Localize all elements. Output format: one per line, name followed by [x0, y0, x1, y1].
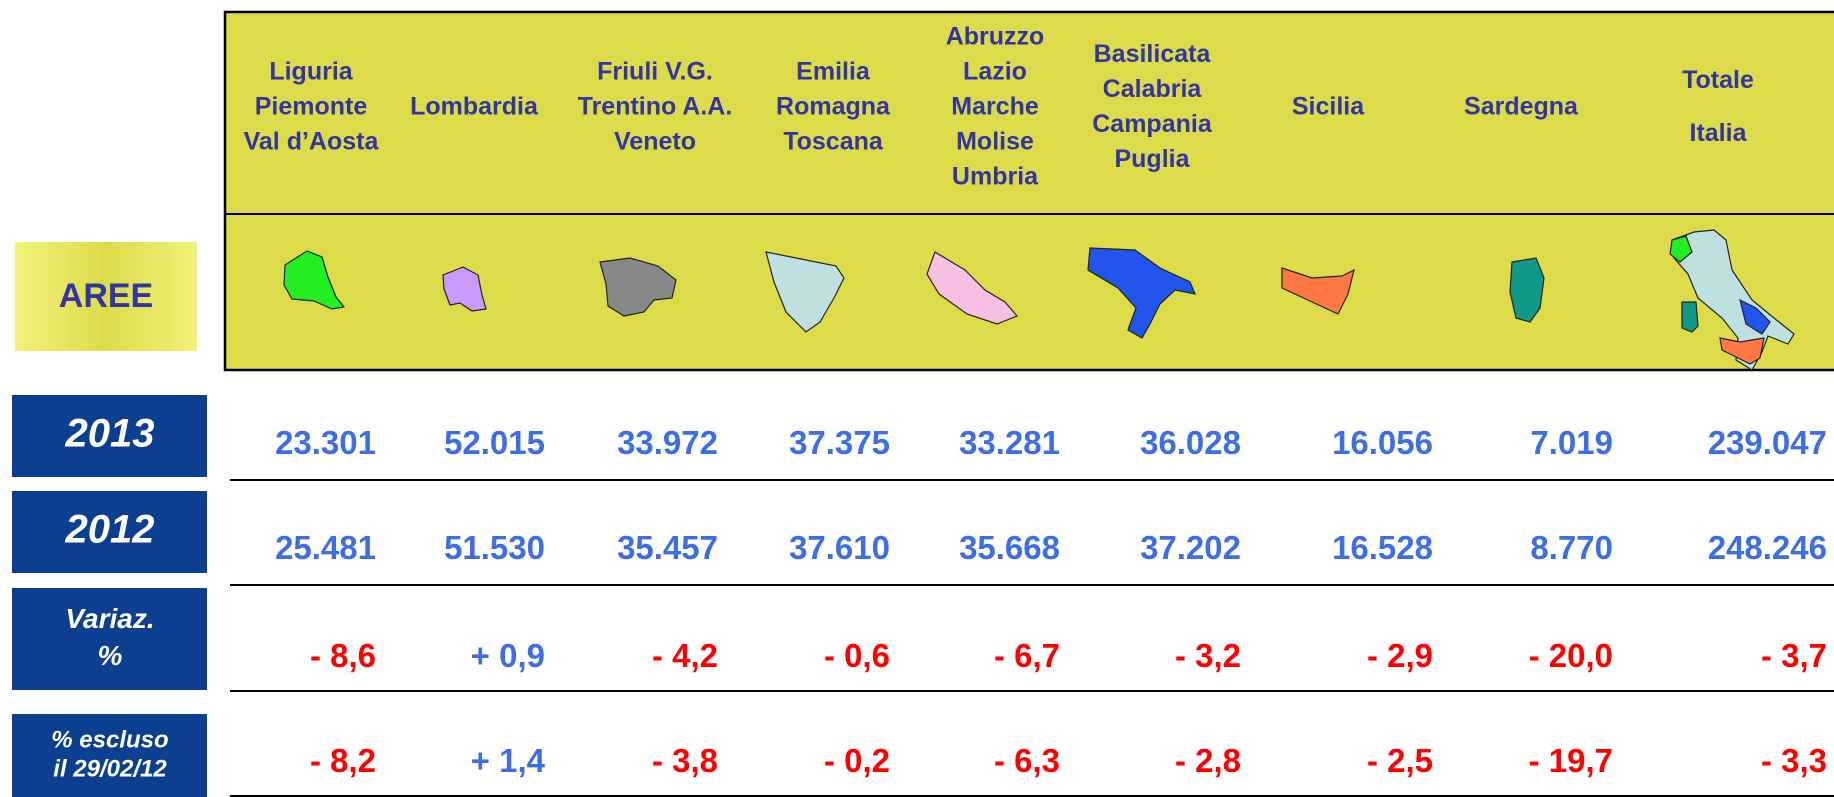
- row-label-box: [12, 714, 207, 797]
- cell-value: + 0,9: [471, 637, 545, 674]
- column-header: Totale: [1682, 66, 1754, 94]
- cell-value: - 3,8: [652, 742, 718, 779]
- cell-value: 16.528: [1332, 529, 1433, 566]
- region-maps: [283, 229, 1795, 371]
- cell-value: 25.481: [275, 529, 376, 566]
- row-label: % escluso: [51, 726, 168, 753]
- cell-value: - 6,7: [994, 637, 1060, 674]
- column-header: Marche: [951, 93, 1039, 121]
- cell-value: 37.375: [789, 424, 890, 461]
- map-sicilia: [1281, 267, 1355, 315]
- cell-value: - 4,2: [652, 637, 718, 674]
- map-italia-sud: [1739, 298, 1771, 335]
- cell-value: 35.668: [959, 529, 1060, 566]
- aree-box: [15, 242, 197, 351]
- map-italia: [1671, 229, 1795, 371]
- cell-value: 33.281: [959, 424, 1060, 461]
- cell-value: 16.056: [1332, 424, 1433, 461]
- row-label: il 29/02/12: [53, 755, 167, 782]
- cell-value: 36.028: [1140, 424, 1241, 461]
- map-centro-nord: [765, 251, 845, 333]
- cell-value: - 3,2: [1175, 637, 1241, 674]
- column-header: Val d’Aosta: [244, 128, 380, 156]
- cell-value: - 2,9: [1367, 637, 1433, 674]
- column-header: Liguria: [269, 58, 353, 86]
- column-header: Veneto: [614, 128, 696, 156]
- cell-value: - 2,5: [1367, 742, 1433, 779]
- header-box: [223, 10, 1834, 372]
- column-header: Emilia: [796, 58, 871, 86]
- cell-value: - 20,0: [1529, 637, 1613, 674]
- map-nord-est: [599, 257, 677, 317]
- column-header: Friuli V.G.: [597, 58, 713, 86]
- column-header: Puglia: [1114, 145, 1190, 173]
- row-label: Variaz.: [65, 603, 154, 634]
- column-header: Lazio: [963, 58, 1027, 86]
- column-header: Lombardia: [410, 93, 539, 121]
- column-header: Campania: [1092, 110, 1213, 138]
- row-label: 2012: [65, 508, 155, 552]
- row-label-box: [12, 588, 207, 690]
- cell-value: - 0,6: [824, 637, 890, 674]
- column-header: Piemonte: [255, 93, 368, 121]
- cell-value: - 3,7: [1761, 637, 1827, 674]
- cell-value: 23.301: [275, 424, 376, 461]
- cell-value: 33.972: [617, 424, 718, 461]
- cell-value: - 6,3: [994, 742, 1060, 779]
- column-header: Romagna: [776, 93, 891, 121]
- column-header: Molise: [956, 128, 1034, 156]
- cell-value: - 8,2: [310, 742, 376, 779]
- map-italia-nordovest: [1669, 235, 1693, 263]
- cell-value: - 19,7: [1529, 742, 1613, 779]
- map-sud: [1087, 247, 1196, 339]
- cell-value: 7.019: [1530, 424, 1613, 461]
- cell-value: 35.457: [617, 529, 718, 566]
- cell-value: 37.202: [1140, 529, 1241, 566]
- map-sardegna: [1509, 257, 1545, 323]
- map-centro: [926, 251, 1019, 325]
- cell-value: - 3,3: [1761, 742, 1827, 779]
- column-header: Trentino A.A.: [578, 93, 733, 121]
- cell-value: 248.246: [1708, 529, 1827, 566]
- column-header: Umbria: [952, 163, 1039, 191]
- row-label: 2013: [65, 412, 155, 456]
- row-label-box: [12, 395, 207, 477]
- column-header: Basilicata: [1094, 40, 1212, 68]
- cell-value: 239.047: [1708, 424, 1827, 461]
- column-header: Sicilia: [1292, 93, 1365, 121]
- row-label-box: [12, 491, 207, 573]
- cell-value: 8.770: [1530, 529, 1613, 566]
- map-italia-sicilia: [1719, 337, 1765, 365]
- row-label: %: [98, 640, 123, 671]
- cell-value: - 2,8: [1175, 742, 1241, 779]
- cell-value: 51.530: [444, 529, 545, 566]
- cell-value: + 1,4: [471, 742, 546, 779]
- aree-label: AREE: [59, 277, 153, 315]
- map-nord-ovest: [283, 250, 346, 310]
- column-header: Toscana: [783, 128, 884, 156]
- column-header: Abruzzo: [946, 23, 1045, 51]
- map-italia-sardegna: [1681, 301, 1699, 333]
- map-lombardia: [442, 266, 487, 312]
- cell-value: - 0,2: [824, 742, 890, 779]
- cell-value: - 8,6: [310, 637, 376, 674]
- cell-value: 37.610: [789, 529, 890, 566]
- column-header: Sardegna: [1464, 93, 1579, 121]
- column-header: Calabria: [1103, 75, 1203, 103]
- column-header: Italia: [1690, 119, 1748, 147]
- cell-value: 52.015: [444, 424, 545, 461]
